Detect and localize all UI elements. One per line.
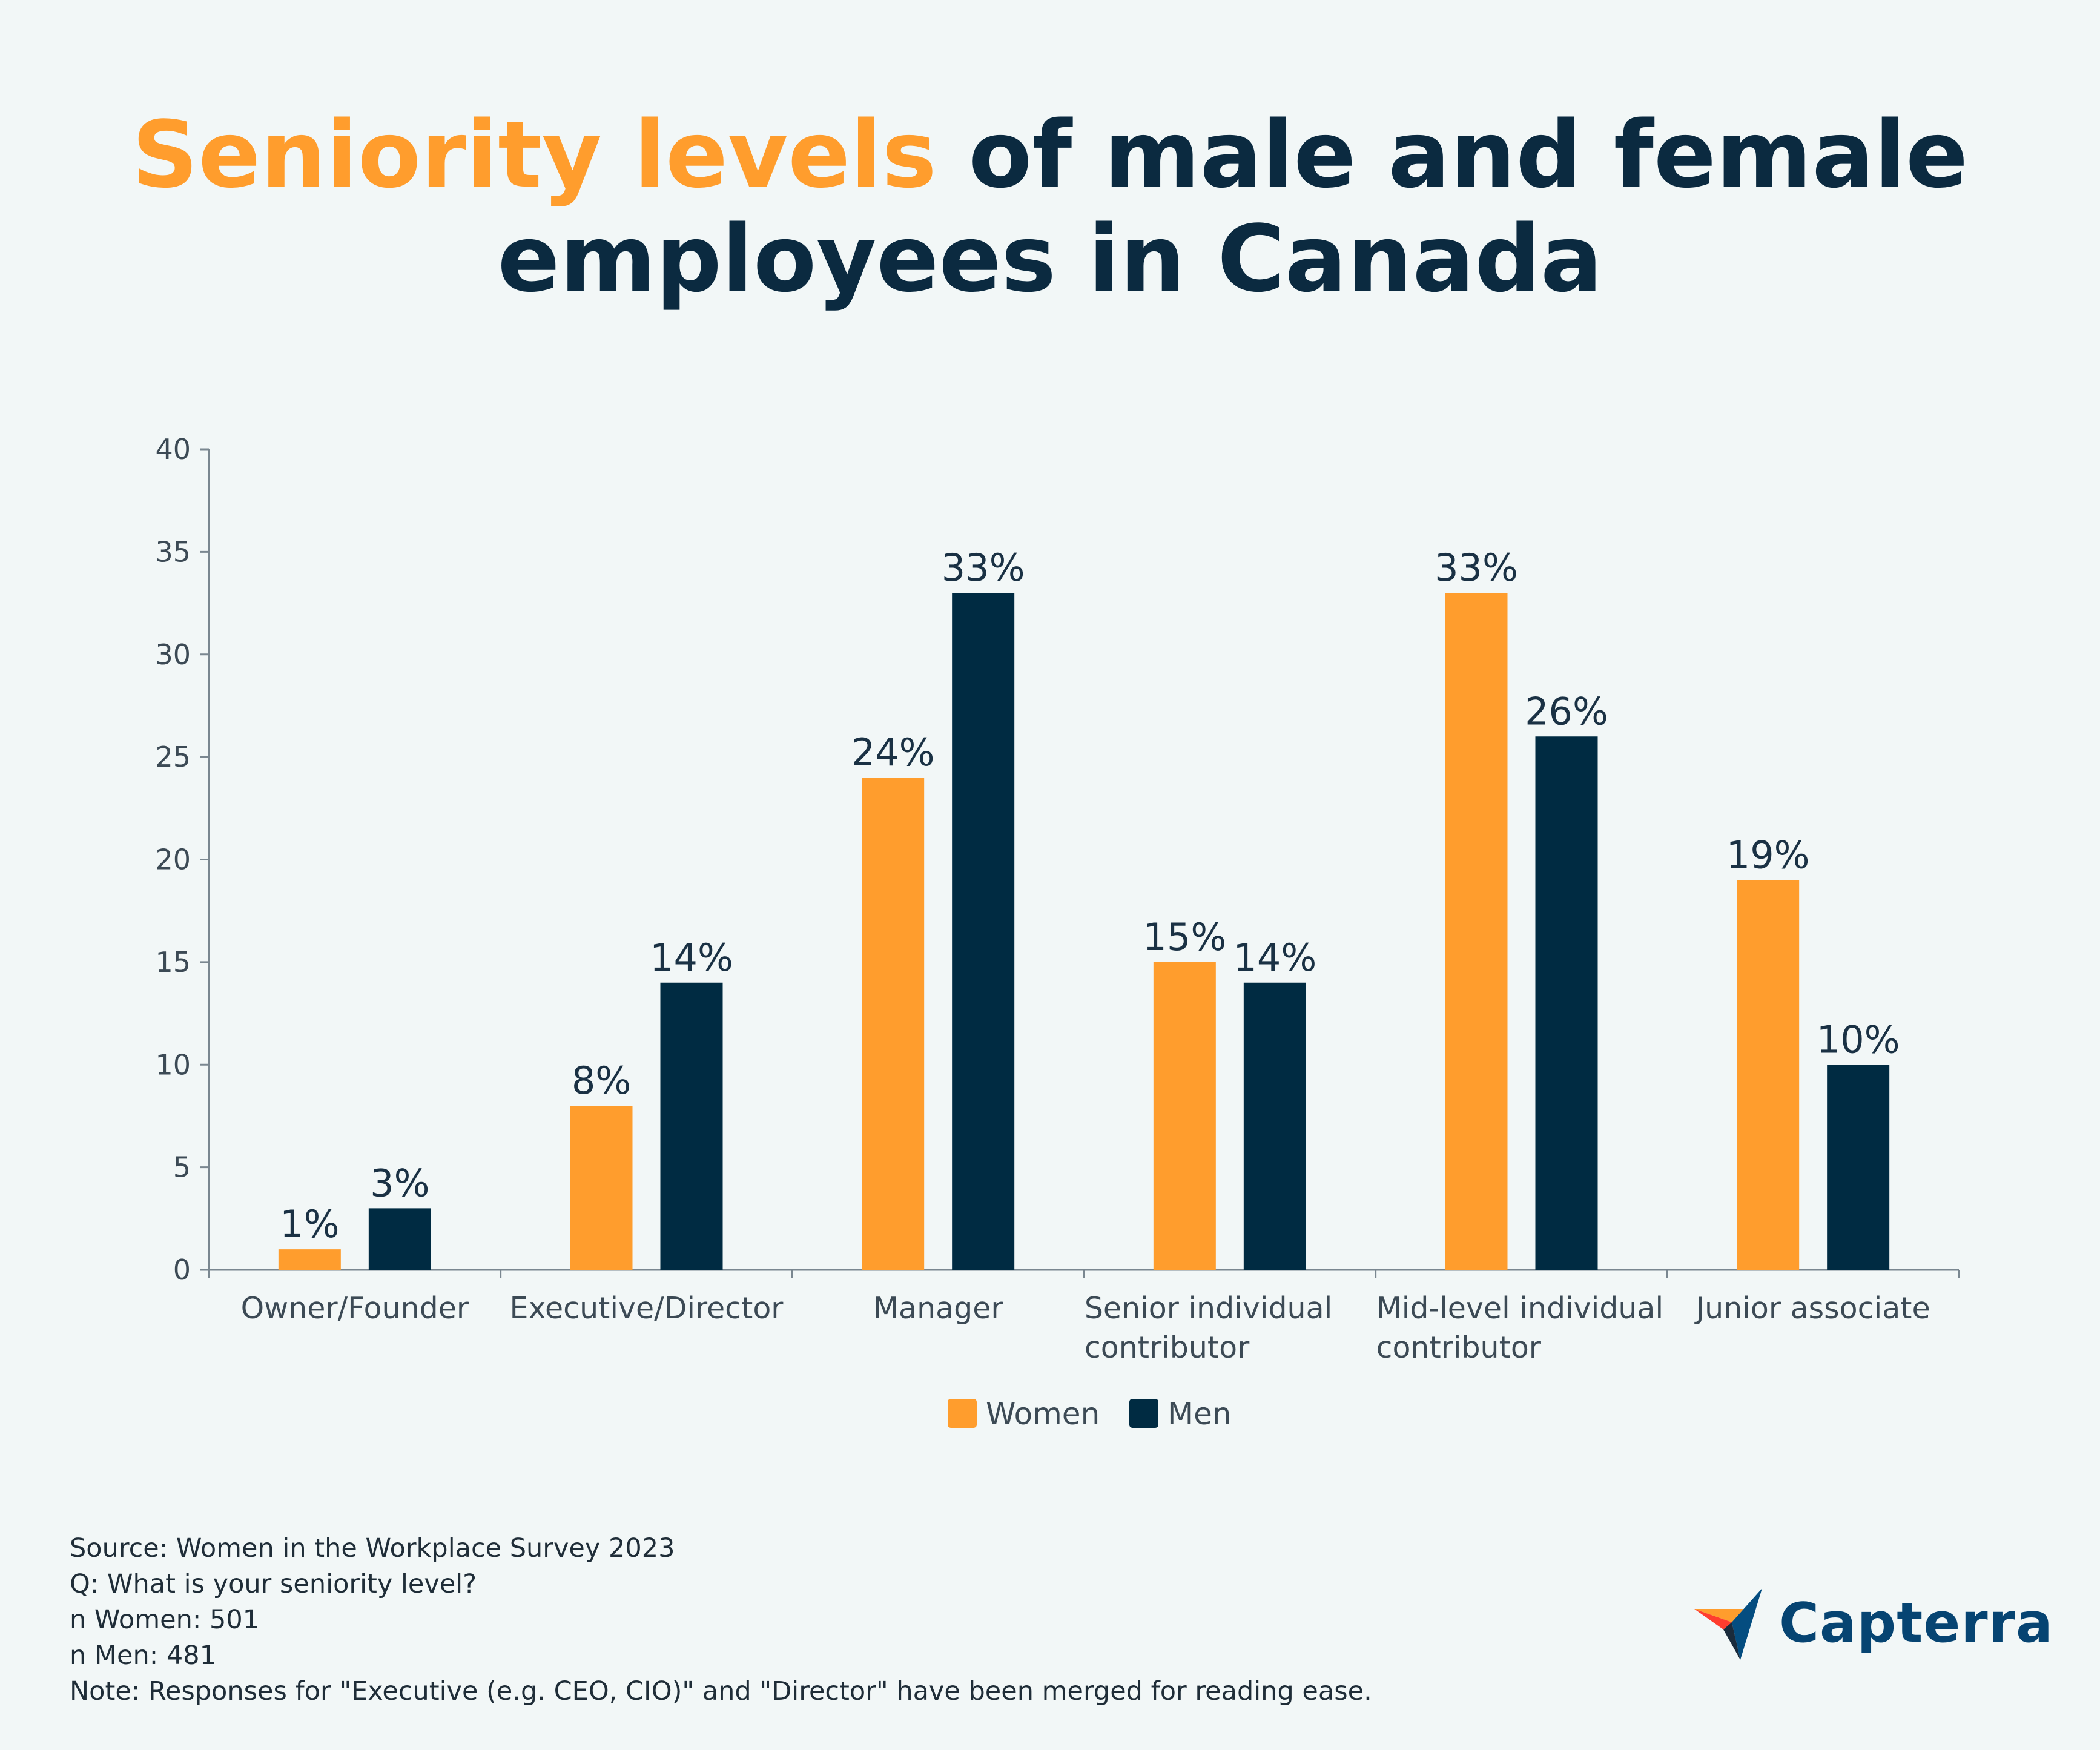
y-tick-label: 10: [155, 1048, 191, 1081]
value-label-women: 19%: [1726, 833, 1810, 877]
bar-women: [278, 1249, 341, 1270]
bar-men: [952, 593, 1015, 1270]
y-tick-label: 20: [155, 844, 191, 876]
chart-title: Seniority levels of male and female empl…: [0, 103, 2100, 311]
category-label: Manager: [873, 1291, 1004, 1326]
bar-men: [1535, 736, 1598, 1270]
value-label-women: 8%: [572, 1058, 631, 1103]
bar-women: [1445, 593, 1508, 1270]
note-merge: Note: Responses for "Executive (e.g. CEO…: [70, 1676, 1372, 1706]
category-label: Owner/Founder: [241, 1291, 469, 1326]
title-line2: employees in Canada: [497, 205, 1603, 312]
note-n-men: n Men: 481: [70, 1640, 216, 1671]
note-n-women: n Women: 501: [70, 1605, 260, 1635]
bar-women: [862, 778, 925, 1270]
y-tick-label: 5: [173, 1151, 191, 1184]
bar-men: [1827, 1065, 1890, 1270]
bar-women: [1737, 880, 1800, 1270]
y-tick-label: 35: [155, 535, 191, 568]
legend-swatch-men: [1129, 1399, 1158, 1428]
y-tick-label: 25: [155, 741, 191, 773]
bar-men: [660, 982, 723, 1270]
y-tick-label: 40: [155, 433, 191, 466]
note-source: Source: Women in the Workplace Survey 20…: [70, 1533, 675, 1563]
value-label-women: 33%: [1435, 546, 1518, 590]
y-tick-label: 15: [155, 946, 191, 979]
value-label-women: 24%: [851, 730, 935, 774]
title-highlight: Seniority levels: [131, 101, 937, 208]
title-line1-rest: of male and female: [936, 101, 1969, 208]
legend-label-women: Women: [986, 1396, 1100, 1431]
value-label-men: 14%: [1233, 936, 1316, 980]
category-label: Junior associate: [1694, 1291, 1930, 1326]
note-question: Q: What is your seniority level?: [70, 1569, 477, 1599]
y-tick-label: 0: [173, 1253, 191, 1286]
y-tick-label: 30: [155, 638, 191, 671]
bar-men: [1243, 982, 1306, 1270]
value-label-men: 26%: [1525, 689, 1608, 733]
category-label: Mid-level individual contributor: [1376, 1291, 1664, 1365]
legend-swatch-women: [948, 1399, 977, 1428]
value-label-women: 1%: [280, 1202, 339, 1246]
bar-men: [368, 1208, 431, 1270]
value-label-men: 33%: [942, 546, 1025, 590]
value-label-men: 14%: [650, 936, 733, 980]
capterra-arrow-icon: [1694, 1588, 1762, 1660]
category-label: Executive/Director: [510, 1291, 784, 1326]
category-label: Senior individual contributor: [1085, 1291, 1332, 1365]
value-label-men: 10%: [1817, 1017, 1900, 1062]
bar-chart: 0 5 10 15 20 25 30 35 40 1% 3% Owner/Founder 8% 14% Ex…: [155, 433, 1960, 1431]
capterra-wordmark: Capterra: [1779, 1591, 2053, 1655]
capterra-logo: Capterra: [1689, 1583, 2053, 1662]
value-label-women: 15%: [1143, 915, 1226, 959]
value-label-men: 3%: [370, 1161, 429, 1205]
legend-label-men: Men: [1167, 1396, 1232, 1431]
source-notes: Source: Women in the Workplace Survey 20…: [70, 1531, 1372, 1709]
bar-women: [570, 1106, 633, 1270]
bar-women: [1153, 962, 1216, 1270]
